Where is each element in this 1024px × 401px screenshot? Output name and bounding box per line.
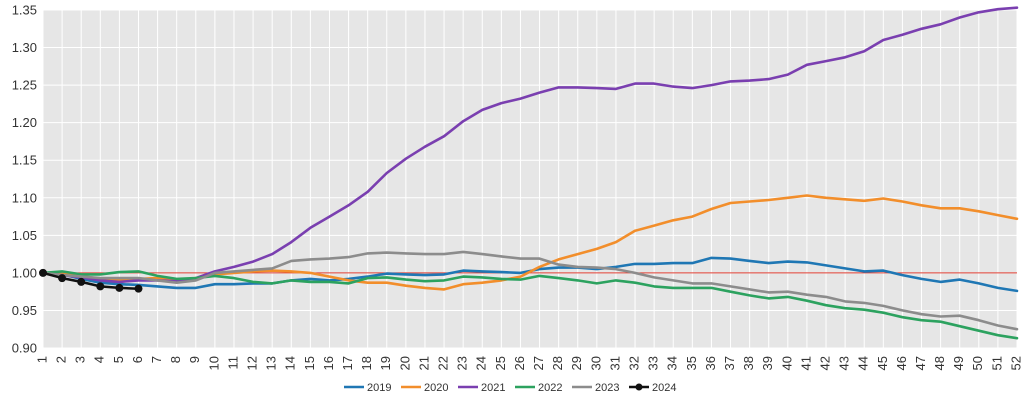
series-line-2023 [41,250,1019,331]
y-tick-label: 1.30 [12,40,37,55]
x-tick-label: 12 [245,356,260,370]
y-tick-label: 0.95 [12,303,37,318]
x-tick-label: 2 [54,356,69,363]
y-tick-label: 0.90 [12,341,37,356]
x-tick-label: 4 [92,356,107,363]
x-tick-label: 19 [378,356,393,370]
x-tick-label: 13 [264,356,279,370]
series-line-2021 [41,6,1019,284]
legend-label-2020: 2020 [424,382,448,394]
y-axis-ticks: 0.90 0.95 1.00 1.05 1.10 1.15 1.20 1.25 1.30 1.35 [12,3,37,356]
x-tick-label: 27 [531,356,546,370]
x-axis-ticks: 1 2 3 4 5 6 7 8 9 10 11 12 13 14 15 16 17 18 19 20 21 22 23 24 2… [34,356,1023,370]
x-tick-label: 23 [455,356,470,370]
y-tick-label: 1.05 [12,228,37,243]
legend-label-2024: 2024 [652,382,676,394]
x-tick-label: 11 [225,356,240,370]
x-tick-label: 49 [951,356,966,370]
y-tick-label: 1.35 [12,3,37,18]
x-tick-label: 10 [206,356,221,370]
x-tick-label: 8 [168,356,183,363]
x-tick-label: 35 [684,356,699,370]
x-tick-label: 18 [359,356,374,370]
x-tick-label: 24 [474,356,489,370]
x-tick-label: 25 [493,356,508,370]
y-tick-label: 1.20 [12,115,37,130]
x-tick-label: 34 [665,356,680,370]
x-tick-label: 17 [340,356,355,370]
x-tick-label: 32 [626,356,641,370]
x-tick-label: 33 [646,356,661,370]
legend: 2019 2020 2021 2022 2023 2024 [344,382,676,394]
x-tick-label: 43 [837,356,852,370]
x-tick-label: 14 [283,356,298,370]
x-tick-label: 41 [798,356,813,370]
x-tick-label: 21 [416,356,431,370]
x-tick-label: 51 [989,356,1004,370]
legend-marker-2024 [635,383,643,391]
series-point-2024 [115,283,124,292]
series-point-2024 [77,277,86,286]
x-tick-label: 38 [741,356,756,370]
series-point-2024 [58,274,67,283]
legend-label-2022: 2022 [538,382,562,394]
x-tick-label: 5 [111,356,126,363]
x-tick-label: 47 [913,356,928,370]
y-tick-label: 1.15 [12,153,37,168]
x-tick-label: 46 [894,356,909,370]
plot-area [43,10,1017,348]
series-point-2024 [39,268,47,277]
x-tick-label: 29 [569,356,584,370]
x-tick-label: 28 [550,356,565,370]
x-tick-label: 31 [607,356,622,370]
y-tick-label: 1.25 [12,78,37,93]
x-tick-label: 36 [703,356,718,370]
x-tick-label: 15 [302,356,317,370]
x-tick-label: 22 [435,356,450,370]
x-tick-label: 44 [856,356,871,370]
y-tick-label: 1.00 [12,265,37,280]
x-tick-label: 9 [187,356,202,363]
legend-label-2023: 2023 [595,382,619,394]
x-tick-label: 20 [397,356,412,370]
series-point-2024 [96,282,105,291]
plot-background [43,10,1017,348]
series-point-2024 [134,284,143,293]
x-tick-label: 50 [970,356,985,370]
series-layer [39,6,1019,340]
x-tick-label: 45 [875,356,890,370]
x-tick-label: 7 [149,356,164,363]
x-tick-label: 42 [817,356,832,370]
x-tick-label: 30 [588,356,603,370]
x-tick-label: 1 [34,356,49,363]
legend-label-2021: 2021 [481,382,505,394]
y-tick-label: 1.10 [12,190,37,205]
x-tick-label: 26 [512,356,527,370]
x-tick-label: 39 [760,356,775,370]
x-tick-label: 37 [722,356,737,370]
legend-label-2019: 2019 [367,382,391,394]
x-tick-label: 16 [321,356,336,370]
x-tick-label: 52 [1008,356,1023,370]
x-tick-label: 48 [932,356,947,370]
x-tick-label: 40 [779,356,794,370]
x-tick-label: 3 [73,356,88,363]
x-tick-label: 6 [130,356,145,363]
